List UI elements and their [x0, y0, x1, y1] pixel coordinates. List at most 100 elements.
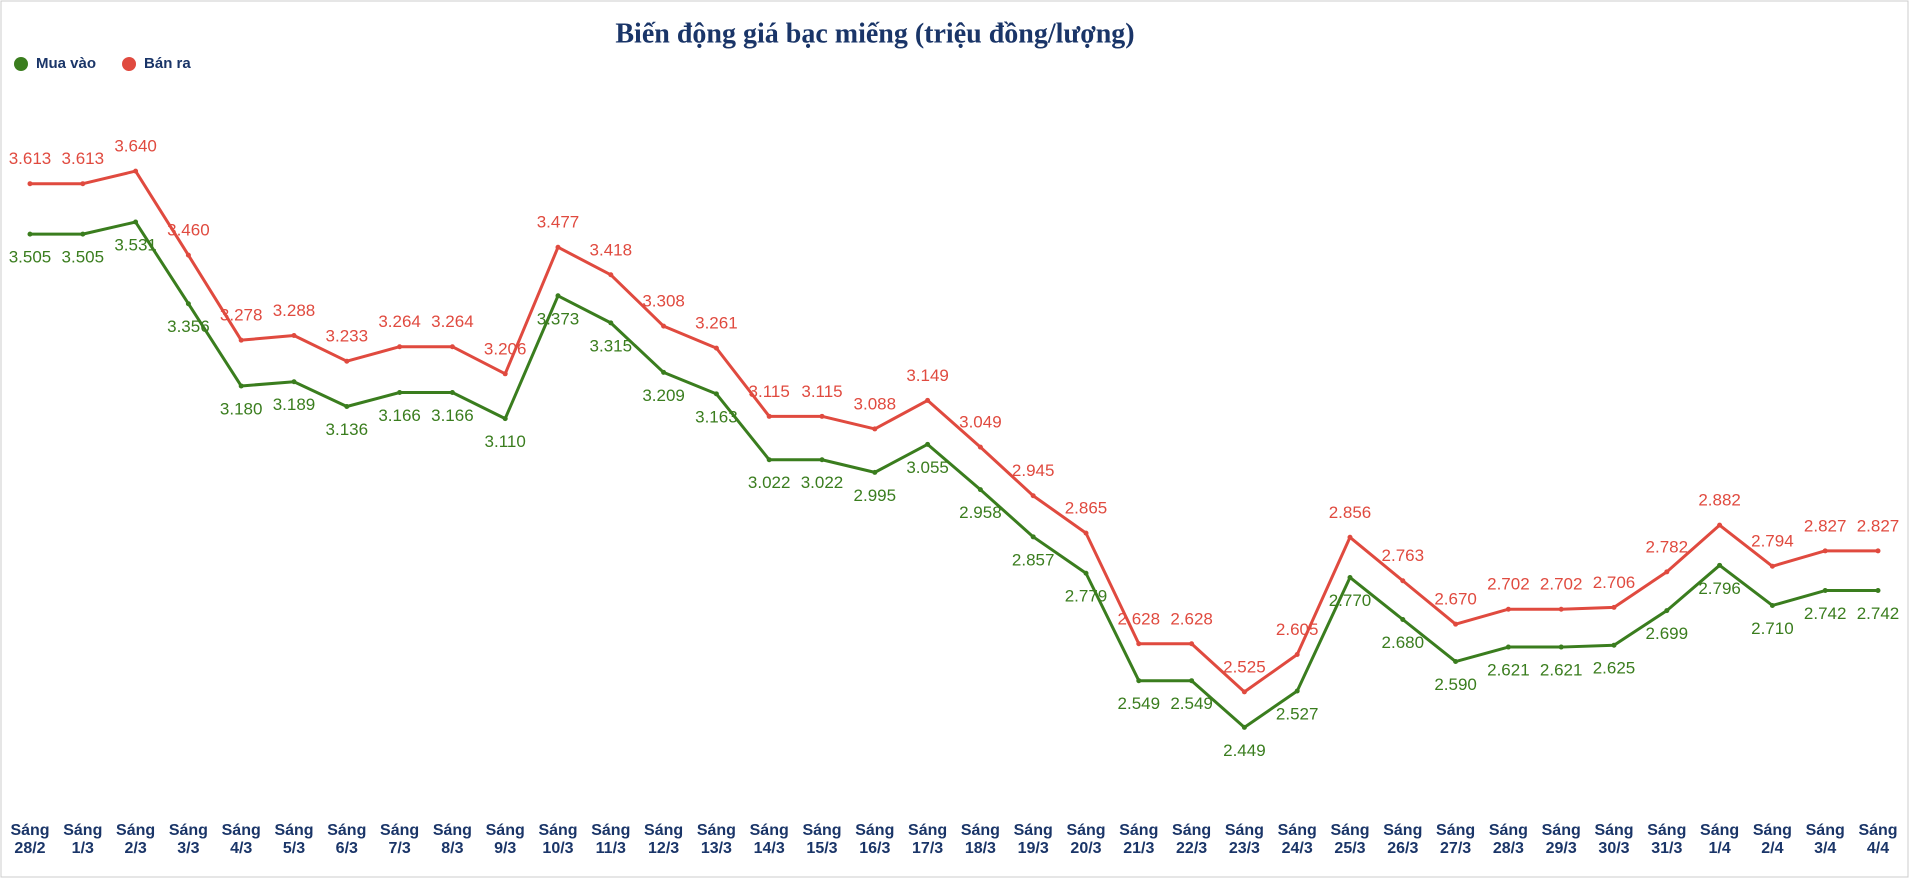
data-point: [872, 469, 878, 475]
data-point: [1241, 724, 1247, 730]
data-point: [925, 397, 931, 403]
x-tick-label: Sáng 13/3: [696, 822, 736, 857]
legend-marker: [14, 57, 28, 71]
data-label: 2.590: [1434, 675, 1477, 694]
x-tick-label: Sáng 28/2: [10, 822, 50, 857]
data-point: [1664, 569, 1670, 575]
data-label: 3.308: [642, 292, 685, 311]
x-tick-label: Sáng 8/3: [432, 822, 472, 857]
data-label: 2.549: [1118, 694, 1161, 713]
data-label: 2.699: [1646, 624, 1689, 643]
data-label: 2.857: [1012, 550, 1055, 569]
x-tick-label: Sáng 14/3: [749, 822, 789, 857]
data-label: 2.605: [1276, 620, 1319, 639]
data-point: [1294, 688, 1300, 694]
data-point: [713, 345, 719, 351]
data-point: [1717, 522, 1723, 528]
x-tick-label: Sáng 11/3: [591, 822, 631, 857]
x-tick-label: Sáng 18/3: [960, 822, 1000, 857]
data-point: [397, 344, 403, 350]
data-point: [80, 181, 86, 187]
data-point: [238, 383, 244, 389]
data-label: 3.373: [537, 309, 580, 328]
x-tick-label: Sáng 25/3: [1330, 822, 1370, 857]
data-label: 3.209: [642, 386, 685, 405]
x-tick-label: Sáng 4/4: [1858, 822, 1898, 857]
x-tick-label: Sáng 3/3: [168, 822, 208, 857]
data-point: [1453, 621, 1459, 627]
data-label: 2.782: [1646, 537, 1689, 556]
data-point: [344, 404, 350, 410]
data-point: [291, 379, 297, 385]
x-tick-label: Sáng 12/3: [644, 822, 684, 857]
data-point: [1189, 678, 1195, 684]
data-label: 2.856: [1329, 503, 1372, 522]
data-point: [502, 371, 508, 377]
data-label: 2.527: [1276, 704, 1319, 723]
x-tick-label: Sáng 23/3: [1224, 822, 1264, 857]
data-point: [1294, 652, 1300, 658]
data-label: 3.460: [167, 221, 210, 240]
data-point: [608, 320, 614, 326]
data-label: 2.525: [1223, 657, 1266, 676]
data-point: [80, 231, 86, 237]
data-label: 3.180: [220, 399, 263, 418]
data-label: 2.621: [1487, 661, 1530, 680]
data-label: 2.794: [1751, 532, 1794, 551]
data-label: 3.055: [906, 458, 949, 477]
data-label: 3.613: [62, 149, 105, 168]
data-point: [1505, 606, 1511, 612]
data-label: 3.189: [273, 395, 316, 414]
x-tick-label: Sáng 7/3: [380, 822, 420, 857]
x-tick-label: Sáng 1/4: [1700, 822, 1740, 857]
data-label: 3.418: [590, 240, 633, 259]
data-point: [1453, 659, 1459, 665]
data-point: [133, 168, 139, 174]
data-point: [1505, 644, 1511, 650]
chart-title: Biến động giá bạc miếng (triệu đồng/lượn…: [615, 18, 1134, 49]
series-line: [30, 220, 1878, 729]
data-point: [1136, 678, 1142, 684]
data-point: [766, 413, 772, 419]
data-point: [1030, 493, 1036, 499]
data-label: 3.136: [326, 420, 369, 439]
data-point: [925, 441, 931, 447]
data-label: 2.958: [959, 503, 1002, 522]
data-label: 2.763: [1382, 546, 1425, 565]
data-point: [291, 333, 297, 339]
data-point: [872, 426, 878, 432]
data-point: [977, 444, 983, 450]
data-label: 2.625: [1593, 659, 1636, 678]
x-tick-label: Sáng 24/3: [1277, 822, 1317, 857]
data-label: 2.945: [1012, 461, 1055, 480]
x-tick-label: Sáng 6/3: [327, 822, 367, 857]
x-tick-label: Sáng 3/4: [1805, 822, 1845, 857]
data-point: [661, 323, 667, 329]
data-label: 3.505: [62, 248, 105, 267]
data-point: [1875, 588, 1881, 594]
data-point: [1347, 534, 1353, 540]
data-point: [766, 457, 772, 463]
x-tick-label: Sáng 30/3: [1594, 822, 1634, 857]
data-point: [397, 389, 403, 395]
data-point: [713, 391, 719, 397]
data-label: 3.613: [9, 149, 52, 168]
data-label: 3.264: [378, 312, 421, 331]
x-tick-label: Sáng 2/3: [116, 822, 156, 857]
data-label: 2.702: [1540, 575, 1583, 594]
x-tick-label: Sáng 26/3: [1383, 822, 1423, 857]
data-point: [1347, 574, 1353, 580]
data-point: [1083, 530, 1089, 536]
data-label: 3.278: [220, 306, 263, 325]
data-label: 3.233: [326, 327, 369, 346]
x-tick-label: Sáng 31/3: [1647, 822, 1687, 857]
data-point: [238, 337, 244, 343]
data-point: [27, 181, 33, 187]
data-label: 2.549: [1170, 694, 1213, 713]
data-label: 3.115: [749, 382, 790, 401]
data-label: 2.706: [1593, 573, 1636, 592]
data-label: 3.149: [906, 366, 949, 385]
